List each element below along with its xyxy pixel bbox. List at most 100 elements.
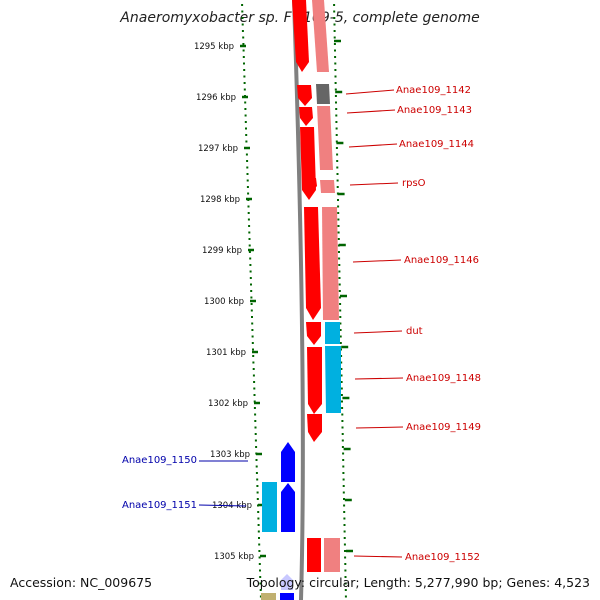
track-dot [334, 56, 337, 58]
track-dot [343, 530, 346, 533]
track-dot [333, 23, 336, 26]
gene-arrow[interactable] [281, 483, 295, 532]
track-dot [250, 283, 252, 286]
genome-backbone [292, 0, 305, 600]
gene-label[interactable]: Anae109_1148 [406, 373, 481, 384]
gene-label[interactable]: Anae109_1151 [122, 500, 197, 511]
track-dot [339, 342, 342, 344]
track-dot [343, 504, 346, 507]
track-dot [243, 69, 246, 71]
cds-bar[interactable] [261, 593, 276, 600]
gene-arrow[interactable] [302, 178, 317, 194]
track-dot [250, 309, 253, 312]
gene-label[interactable]: Anae109_1142 [396, 85, 471, 96]
tick-label: 1300 kbp [204, 297, 244, 307]
cds-bar[interactable] [317, 106, 333, 170]
track-dot [340, 394, 343, 396]
track-dot [344, 569, 347, 572]
accession-text: Accession: NC_009675 [10, 575, 153, 590]
track-dot [255, 446, 258, 448]
track-dot [251, 335, 254, 338]
gene-arrow[interactable] [297, 85, 312, 106]
cds-bar[interactable] [325, 322, 340, 344]
track-dot [241, 4, 244, 6]
gene-arrow[interactable] [280, 593, 294, 600]
gene-arrow[interactable] [307, 414, 322, 442]
gene-arrow[interactable] [307, 347, 322, 414]
track-dot [241, 30, 244, 32]
gene-label[interactable]: Anae109_1150 [122, 455, 197, 466]
gene-label[interactable]: Anae109_1152 [405, 552, 480, 563]
track-dot [243, 62, 245, 65]
track-dot [338, 251, 340, 253]
track-dot [254, 426, 257, 429]
track-dot [248, 244, 251, 247]
track-dot [254, 439, 257, 442]
gene-label[interactable]: Anae109_1144 [399, 139, 474, 150]
cds-bar[interactable] [325, 346, 341, 413]
gene-label[interactable]: Anae109_1146 [404, 255, 479, 266]
track-dot [257, 511, 260, 513]
track-dot [338, 270, 341, 273]
cds-bar[interactable] [312, 0, 329, 72]
track-dot [259, 576, 262, 578]
track-dot [333, 30, 336, 32]
track-dot [335, 101, 337, 104]
track-dot [244, 121, 247, 123]
track-dot [247, 212, 250, 214]
gene-label[interactable]: dut [406, 326, 423, 337]
cds-bar[interactable] [262, 482, 277, 532]
track-dot [250, 303, 253, 305]
track-dot [335, 114, 338, 117]
gene-label[interactable]: Anae109_1143 [397, 105, 472, 116]
cds-bar[interactable] [324, 538, 340, 572]
track-dot [254, 433, 257, 435]
track-dot [256, 485, 259, 487]
track-dot [337, 231, 340, 234]
track-dot [338, 283, 341, 286]
track-dot [337, 205, 340, 208]
cds-bar[interactable] [316, 84, 330, 104]
gene-arrow[interactable] [299, 107, 313, 126]
gene-arrow[interactable] [307, 538, 321, 572]
track-dot [259, 569, 261, 572]
cds-bar[interactable] [281, 574, 293, 590]
gene-arrow[interactable] [281, 442, 295, 482]
track-dot [246, 166, 249, 169]
track-dot [336, 179, 339, 182]
tick-label: 1305 kbp [214, 552, 254, 562]
track-dot [255, 465, 258, 468]
track-dot [248, 251, 251, 253]
track-dot [251, 329, 254, 331]
track-dot [335, 108, 338, 110]
cds-bar[interactable] [322, 207, 339, 320]
cds-bar[interactable] [320, 180, 335, 193]
label-leader-line [345, 89, 395, 95]
gene-arrow[interactable] [292, 0, 309, 72]
track-dot [243, 75, 246, 78]
track-dot [258, 550, 261, 552]
track-dot [259, 589, 262, 591]
track-dot [340, 368, 343, 370]
track-dot [253, 394, 256, 396]
track-dot [344, 550, 346, 552]
label-leader-line [352, 259, 402, 263]
track-dot [253, 400, 256, 403]
topology-text: Topology: circular; Length: 5,277,990 bp… [246, 575, 590, 590]
track-dot [335, 140, 338, 143]
gene-arrow[interactable] [306, 322, 321, 345]
track-dot [334, 62, 337, 65]
track-dot [343, 517, 346, 520]
track-dot [258, 543, 261, 546]
track-dot [243, 82, 246, 84]
track-dot [249, 270, 252, 273]
track-dot [257, 524, 260, 526]
track-dot [258, 537, 260, 539]
tick-label: 1298 kbp [200, 195, 240, 205]
track-dot [337, 212, 340, 214]
gene-label[interactable]: rpsO [402, 178, 426, 189]
track-dot [334, 95, 337, 97]
gene-arrow[interactable] [304, 207, 321, 320]
track-dot [249, 264, 252, 266]
gene-label[interactable]: Anae109_1149 [406, 422, 481, 433]
